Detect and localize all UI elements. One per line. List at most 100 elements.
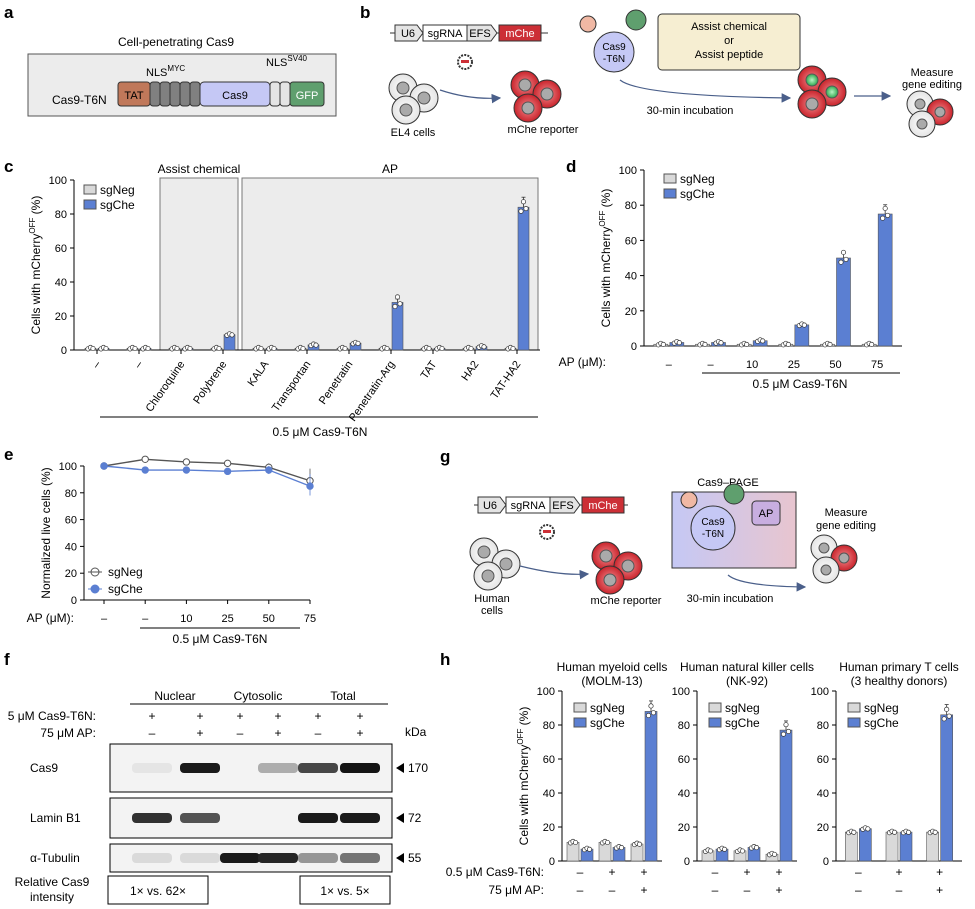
svg-text:Measure: Measure <box>911 67 954 79</box>
chart-d-point <box>840 249 847 255</box>
assist-chemical-region <box>159 177 239 351</box>
svg-text:gene editing: gene editing <box>902 79 962 91</box>
svg-text:U6: U6 <box>483 500 497 512</box>
f-sign-ap: + <box>196 726 203 740</box>
chart-h2-point <box>707 848 714 854</box>
chart-c-point <box>258 345 264 352</box>
row-label-d: AP (μM): <box>559 355 606 369</box>
chart-e-point-sgNeg <box>182 458 191 466</box>
chart-h3-y-tick: 80 <box>817 720 829 732</box>
chart-e-x-label: – <box>101 613 108 625</box>
chart-e-x-label: – <box>142 613 149 625</box>
chart-c-point <box>300 345 306 352</box>
nls-myc-label: NLSMYC <box>146 64 185 79</box>
chart-c-point <box>520 199 527 205</box>
chart-d: 0 20 40 60 80 100 Cells with mCherryOFF (%) – – 1… <box>598 165 902 371</box>
chart-h3-bar-sgChe-0 <box>859 828 872 862</box>
chart-c-x-label: TAT <box>419 359 440 382</box>
f-sign-ap: + <box>356 726 363 740</box>
panel-d: d 0 20 40 60 80 100 Cells with mCherryOFF (%) –… <box>559 157 902 391</box>
chart-d-point <box>801 322 807 328</box>
chart-c-point <box>145 345 151 352</box>
chart-c-x-label: Polybrene <box>191 359 229 406</box>
panel-c: c Assist chemical AP 0 20 40 60 80 100 Cells w… <box>4 157 540 439</box>
svg-text:Measure: Measure <box>825 507 868 519</box>
chart-d-point <box>702 341 708 348</box>
chart-d-y-tick: 80 <box>625 200 637 212</box>
h-row2-label: 75 μM AP: <box>488 883 544 897</box>
chart-e-y-tick: 80 <box>65 488 77 500</box>
panel-letter-g: g <box>440 447 450 466</box>
chart-c-point <box>90 345 96 352</box>
chart-c-point <box>313 342 319 348</box>
human-cells <box>469 537 521 591</box>
relative-label-2: intensity <box>30 890 74 904</box>
chart-e-x-label: 50 <box>263 613 275 625</box>
blot-kda: 72 <box>408 811 422 825</box>
chart-e-line-sgNeg <box>103 458 311 482</box>
chart-c-point <box>103 345 109 352</box>
chart-d-point <box>885 212 891 218</box>
chart-h3-title: Human primary T cells <box>839 660 959 674</box>
chart-d-x-label: 75 <box>871 359 883 371</box>
f-sign-cas9: + <box>356 709 363 723</box>
chart-h3-bar-sgNeg-0 <box>845 831 858 862</box>
chart-d-point <box>760 338 766 344</box>
chart-h3-y-tick: 100 <box>811 686 829 698</box>
chart-h3-legend-che: sgChe <box>864 716 899 730</box>
chart-c-point <box>174 345 180 352</box>
f-sign-cas9: + <box>314 709 321 723</box>
nls-sv40-label: NLSSV40 <box>266 54 308 69</box>
blot-band <box>258 853 298 863</box>
chart-c-point <box>439 345 445 352</box>
chart-c-point <box>271 345 277 352</box>
cytosolic-label: Cytosolic <box>234 689 283 703</box>
incubation-label: 30-min incubation <box>647 105 734 117</box>
blot-band <box>298 813 338 823</box>
chart-d-x-label: 10 <box>746 359 758 371</box>
panel-g: g U6 sgRNA EFS mChe Human cells mChe rep… <box>440 447 876 617</box>
blot-band <box>132 763 172 773</box>
chart-h2-sign-row2: + <box>775 883 782 897</box>
chart-h3-point <box>905 829 912 835</box>
f-sign-table: + – + + + – + + + – + + <box>148 709 363 740</box>
chart-e: 0 20 40 60 80 100 Normalized live cells (%) – – 1… <box>39 455 316 625</box>
panel-letter-d: d <box>566 157 576 176</box>
relative-label-1: Relative Cas9 <box>15 875 90 889</box>
blot-band <box>340 853 380 863</box>
chart-c-x-label: Chloroquine <box>144 359 188 414</box>
chart-d-point <box>843 256 849 262</box>
legend-e-che: sgChe <box>108 582 143 596</box>
f-sign-ap: – <box>237 726 244 740</box>
chart-c-point <box>468 345 474 352</box>
chart-h2-y-tick: 40 <box>678 788 690 800</box>
chart-e-point-sgNeg <box>141 455 149 463</box>
chart-h2-sign-row1: – <box>712 865 719 879</box>
chart-h3-bar-sgChe-2 <box>940 714 953 862</box>
gfp-label: GFP <box>296 90 319 102</box>
panel-letter-f: f <box>4 650 10 669</box>
chart-h3: 0 20 40 60 80 100 – – + – + + Human primary T cells(… <box>811 660 962 897</box>
chart-d-point <box>676 340 682 346</box>
chart-h2: 0 20 40 60 80 100 – – + – + + Human natural killer c… <box>672 660 814 897</box>
blot-band <box>340 763 380 773</box>
chart-h2-point <box>739 848 746 854</box>
chart-h3-sign-row2: – <box>896 883 903 897</box>
edited-cells <box>906 90 954 138</box>
blot-label: α-Tubulin <box>30 851 80 865</box>
footer-d: 0.5 μM Cas9-T6N <box>753 377 848 391</box>
chart-h2-y-tick: 20 <box>678 822 690 834</box>
mche-label: mChe <box>505 28 534 40</box>
chart-c-y-tick: 100 <box>49 175 67 187</box>
chart-c-x-label: – <box>90 358 104 371</box>
legend-e-neg: sgNeg <box>108 565 143 579</box>
chart-d-point <box>880 215 886 221</box>
svg-text:gene editing: gene editing <box>816 520 876 532</box>
chart-e-point-sgChe <box>182 466 191 474</box>
chart-c-y-tick: 20 <box>55 311 67 323</box>
efs-label: EFS <box>469 28 490 40</box>
chart-e-y-label: Normalized live cells (%) <box>39 467 53 598</box>
f-sign-cas9: + <box>148 709 155 723</box>
chart-e-y-tick: 60 <box>65 515 77 527</box>
chart-h3-sign-row2: + <box>936 883 943 897</box>
